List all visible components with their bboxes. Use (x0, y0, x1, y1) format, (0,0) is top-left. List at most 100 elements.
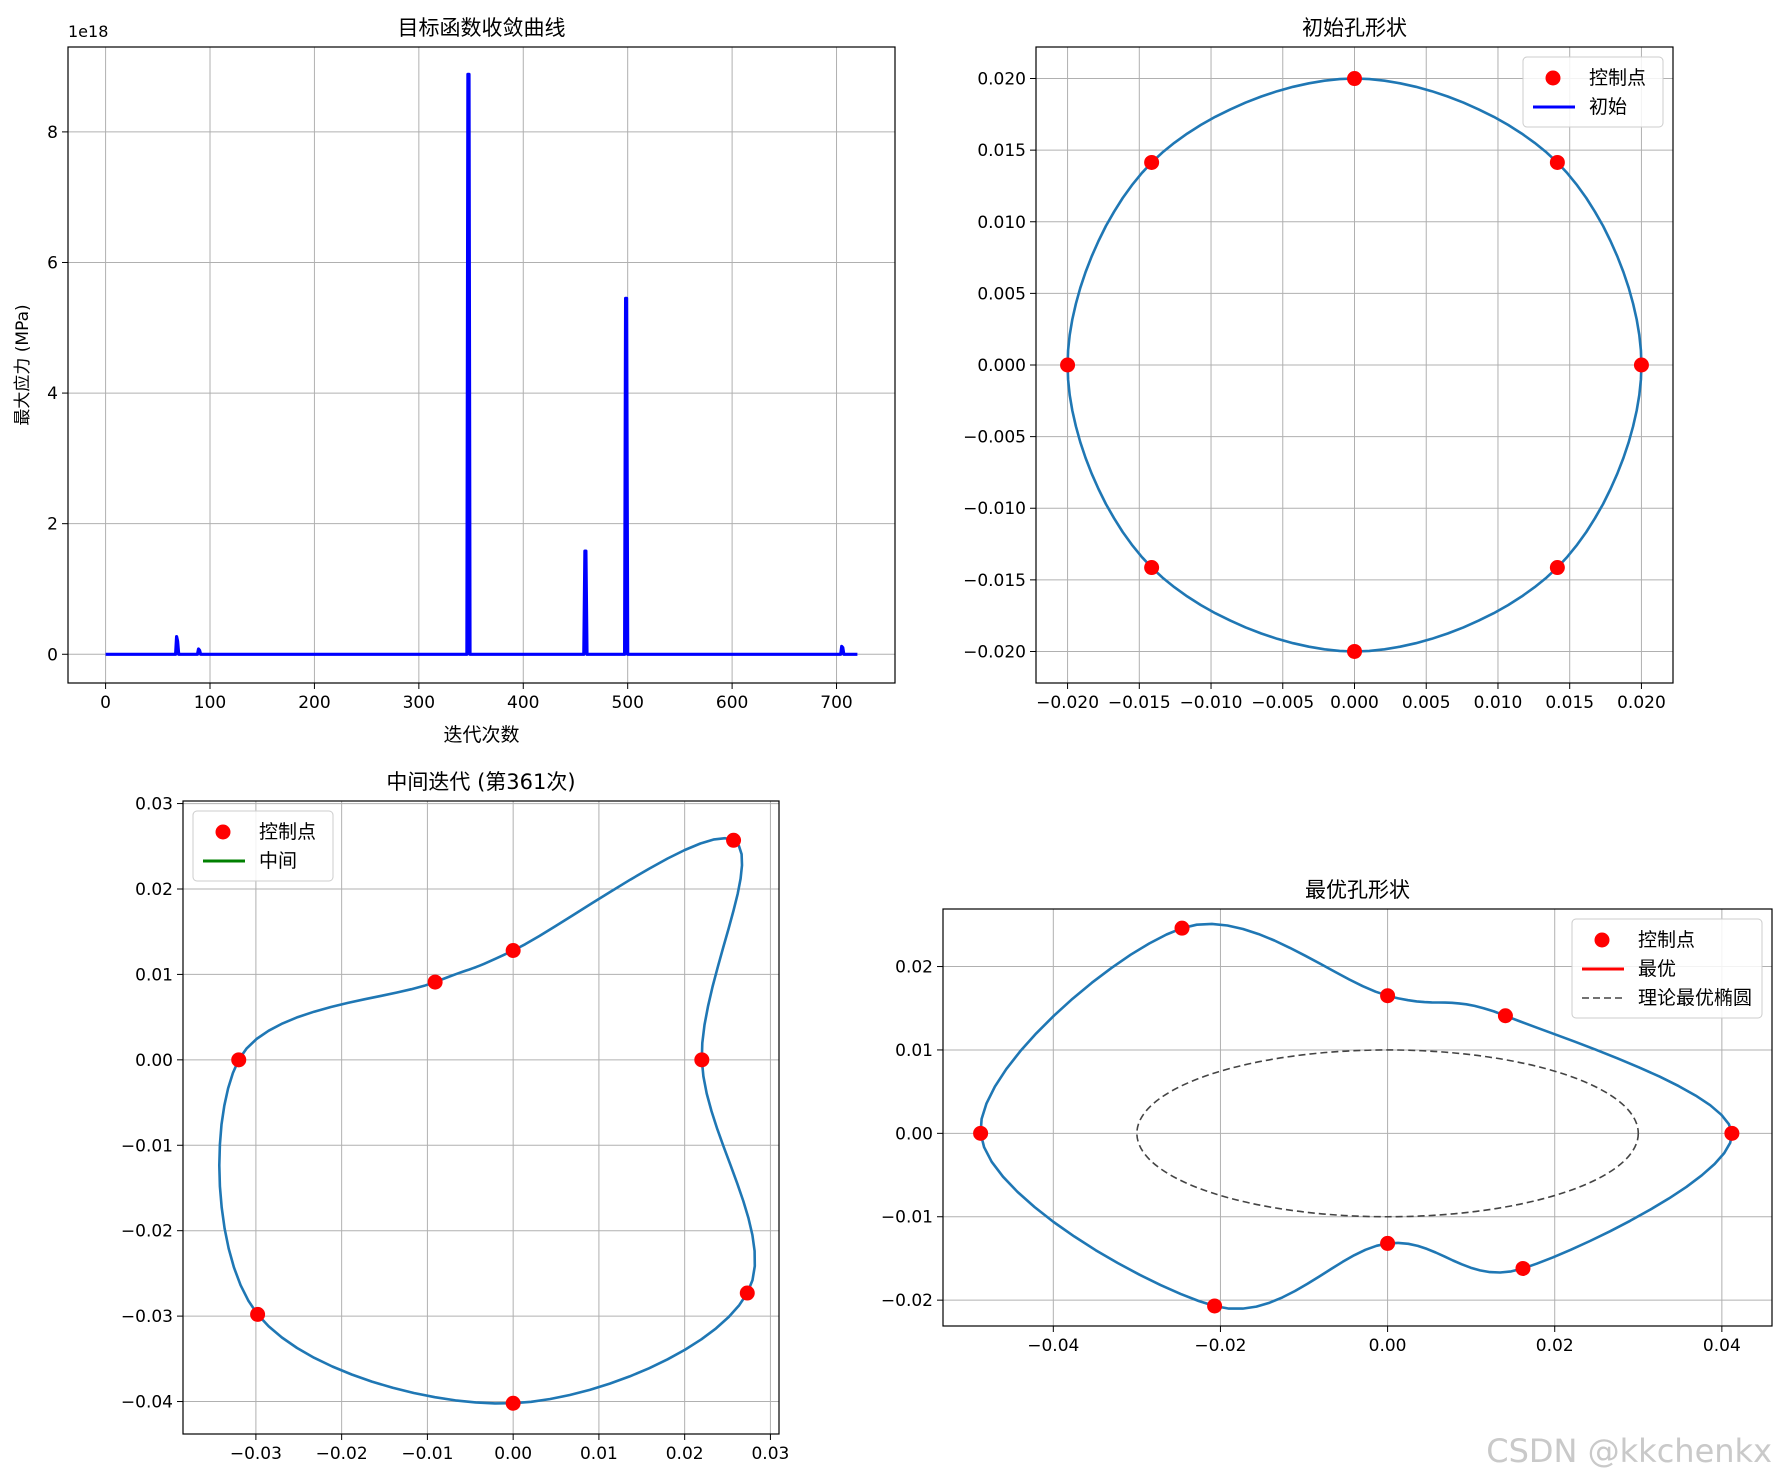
control-point (1549, 560, 1565, 576)
y-tick-label: 0.03 (135, 795, 173, 815)
axes-frame (182, 800, 780, 1435)
x-tick-label: 100 (194, 693, 226, 713)
control-point (1724, 1125, 1740, 1141)
x-tick-label: −0.01 (401, 1444, 453, 1464)
y-tick-label: −0.01 (881, 1208, 933, 1228)
y-tick-label: −0.010 (963, 499, 1026, 519)
chart-title: 中间迭代 (第361次) (386, 770, 575, 794)
y-tick-label: −0.005 (963, 428, 1026, 448)
y-tick-label: −0.02 (881, 1291, 933, 1311)
x-tick-label: 0.000 (1330, 693, 1379, 713)
control-point (505, 942, 521, 958)
control-point (427, 974, 443, 990)
control-point (1347, 71, 1362, 87)
control-point (1174, 920, 1190, 936)
x-tick-label: 0.04 (1703, 1336, 1741, 1356)
x-tick-label: 0.010 (1474, 693, 1523, 713)
y-tick-label: 0.01 (135, 965, 173, 985)
chart-title: 初始孔形状 (1302, 16, 1407, 40)
x-tick-label: 300 (403, 693, 435, 713)
axes-frame (1035, 46, 1674, 684)
x-tick-label: 0 (100, 693, 111, 713)
x-tick-label: −0.03 (230, 1444, 282, 1464)
x-tick-label: 0.03 (751, 1444, 789, 1464)
y-tick-label: 0.02 (895, 958, 933, 978)
control-point (505, 1395, 521, 1411)
y-tick-label: 0.000 (977, 356, 1026, 376)
y-tick-label: 0 (47, 645, 58, 665)
hole-curve (218, 836, 757, 1405)
series-line (105, 72, 858, 656)
y-tick-label: −0.02 (121, 1222, 173, 1242)
control-point (1497, 1008, 1513, 1024)
chart-convergence: 0 100 200 300 400 500 600 700 0 2 4 6 8 目标函数收敛曲线 1e18 迭… (13, 16, 896, 746)
x-axis-label: 迭代次数 (443, 724, 519, 746)
axes-frame (942, 908, 1773, 1327)
x-tick-label: 0.02 (666, 1444, 704, 1464)
legend-label: 控制点 (1638, 929, 1695, 951)
legend-marker (1545, 70, 1561, 86)
chart-middle: −0.03 −0.02 −0.01 0.00 0.01 0.02 0.03 −0.04 −0.0… (121, 770, 789, 1464)
chart-initial: −0.020 −0.015 −0.010 −0.005 0.000 0.005 0.010 0… (963, 16, 1674, 713)
x-tick-label: −0.02 (1194, 1336, 1246, 1356)
legend-marker (215, 824, 231, 840)
y-tick-label: 0.01 (895, 1041, 933, 1061)
offset-label: 1e18 (68, 22, 108, 41)
control-point (1549, 154, 1565, 170)
y-tick-label: −0.01 (121, 1136, 173, 1156)
x-tick-label: 700 (820, 693, 852, 713)
y-tick-label: −0.015 (963, 571, 1026, 591)
x-tick-label: 0.015 (1545, 693, 1594, 713)
control-point (231, 1052, 247, 1068)
y-tick-label: 0.015 (977, 141, 1026, 161)
y-tick-label: 0.00 (895, 1124, 933, 1144)
y-tick-label: −0.04 (121, 1393, 173, 1413)
x-tick-label: −0.02 (316, 1444, 368, 1464)
control-point (1207, 1298, 1223, 1314)
y-tick-label: 0.005 (977, 284, 1026, 304)
x-tick-label: 200 (298, 693, 330, 713)
control-point (1144, 154, 1160, 170)
legend-label: 控制点 (259, 821, 316, 843)
y-axis-label: 最大应力 (MPa) (13, 304, 33, 425)
x-tick-label: −0.005 (1251, 693, 1314, 713)
legend-label: 初始 (1589, 96, 1627, 118)
x-tick-label: −0.010 (1180, 693, 1243, 713)
x-tick-label: 0.01 (580, 1444, 618, 1464)
chart-title: 最优孔形状 (1305, 878, 1410, 902)
y-tick-label: 0.00 (135, 1051, 173, 1071)
legend-label: 中间 (259, 850, 297, 872)
control-point (1380, 1235, 1396, 1251)
control-point (1633, 357, 1649, 373)
x-tick-label: 600 (716, 693, 748, 713)
legend-frame (1571, 918, 1763, 1019)
x-tick-label: 500 (611, 693, 643, 713)
x-tick-label: 0.00 (494, 1444, 532, 1464)
theory-ellipse (1136, 1049, 1640, 1218)
control-point (250, 1306, 266, 1322)
x-tick-label: 0.00 (1369, 1336, 1407, 1356)
control-point (694, 1052, 710, 1068)
control-point (1515, 1260, 1531, 1276)
y-tick-label: 6 (47, 253, 58, 273)
chart-title: 目标函数收敛曲线 (398, 16, 566, 40)
control-point (1060, 357, 1076, 373)
x-tick-label: −0.04 (1027, 1336, 1079, 1356)
legend-label: 最优 (1638, 958, 1676, 980)
y-tick-label: 0.020 (977, 70, 1026, 90)
watermark: CSDN @kkchenkx (1486, 1432, 1772, 1470)
legend-label: 理论最优椭圆 (1638, 987, 1752, 1009)
legend-marker (1594, 932, 1610, 948)
y-tick-label: 2 (47, 515, 58, 535)
control-point (726, 832, 742, 848)
y-tick-label: −0.020 (963, 642, 1026, 662)
x-tick-label: −0.015 (1108, 693, 1171, 713)
chart-optimal: −0.04 −0.02 0.00 0.02 0.04 −0.02 −0.01 0.00 0.01… (881, 878, 1773, 1356)
control-point (739, 1285, 755, 1301)
y-tick-label: −0.03 (121, 1307, 173, 1327)
y-tick-label: 8 (47, 123, 58, 143)
